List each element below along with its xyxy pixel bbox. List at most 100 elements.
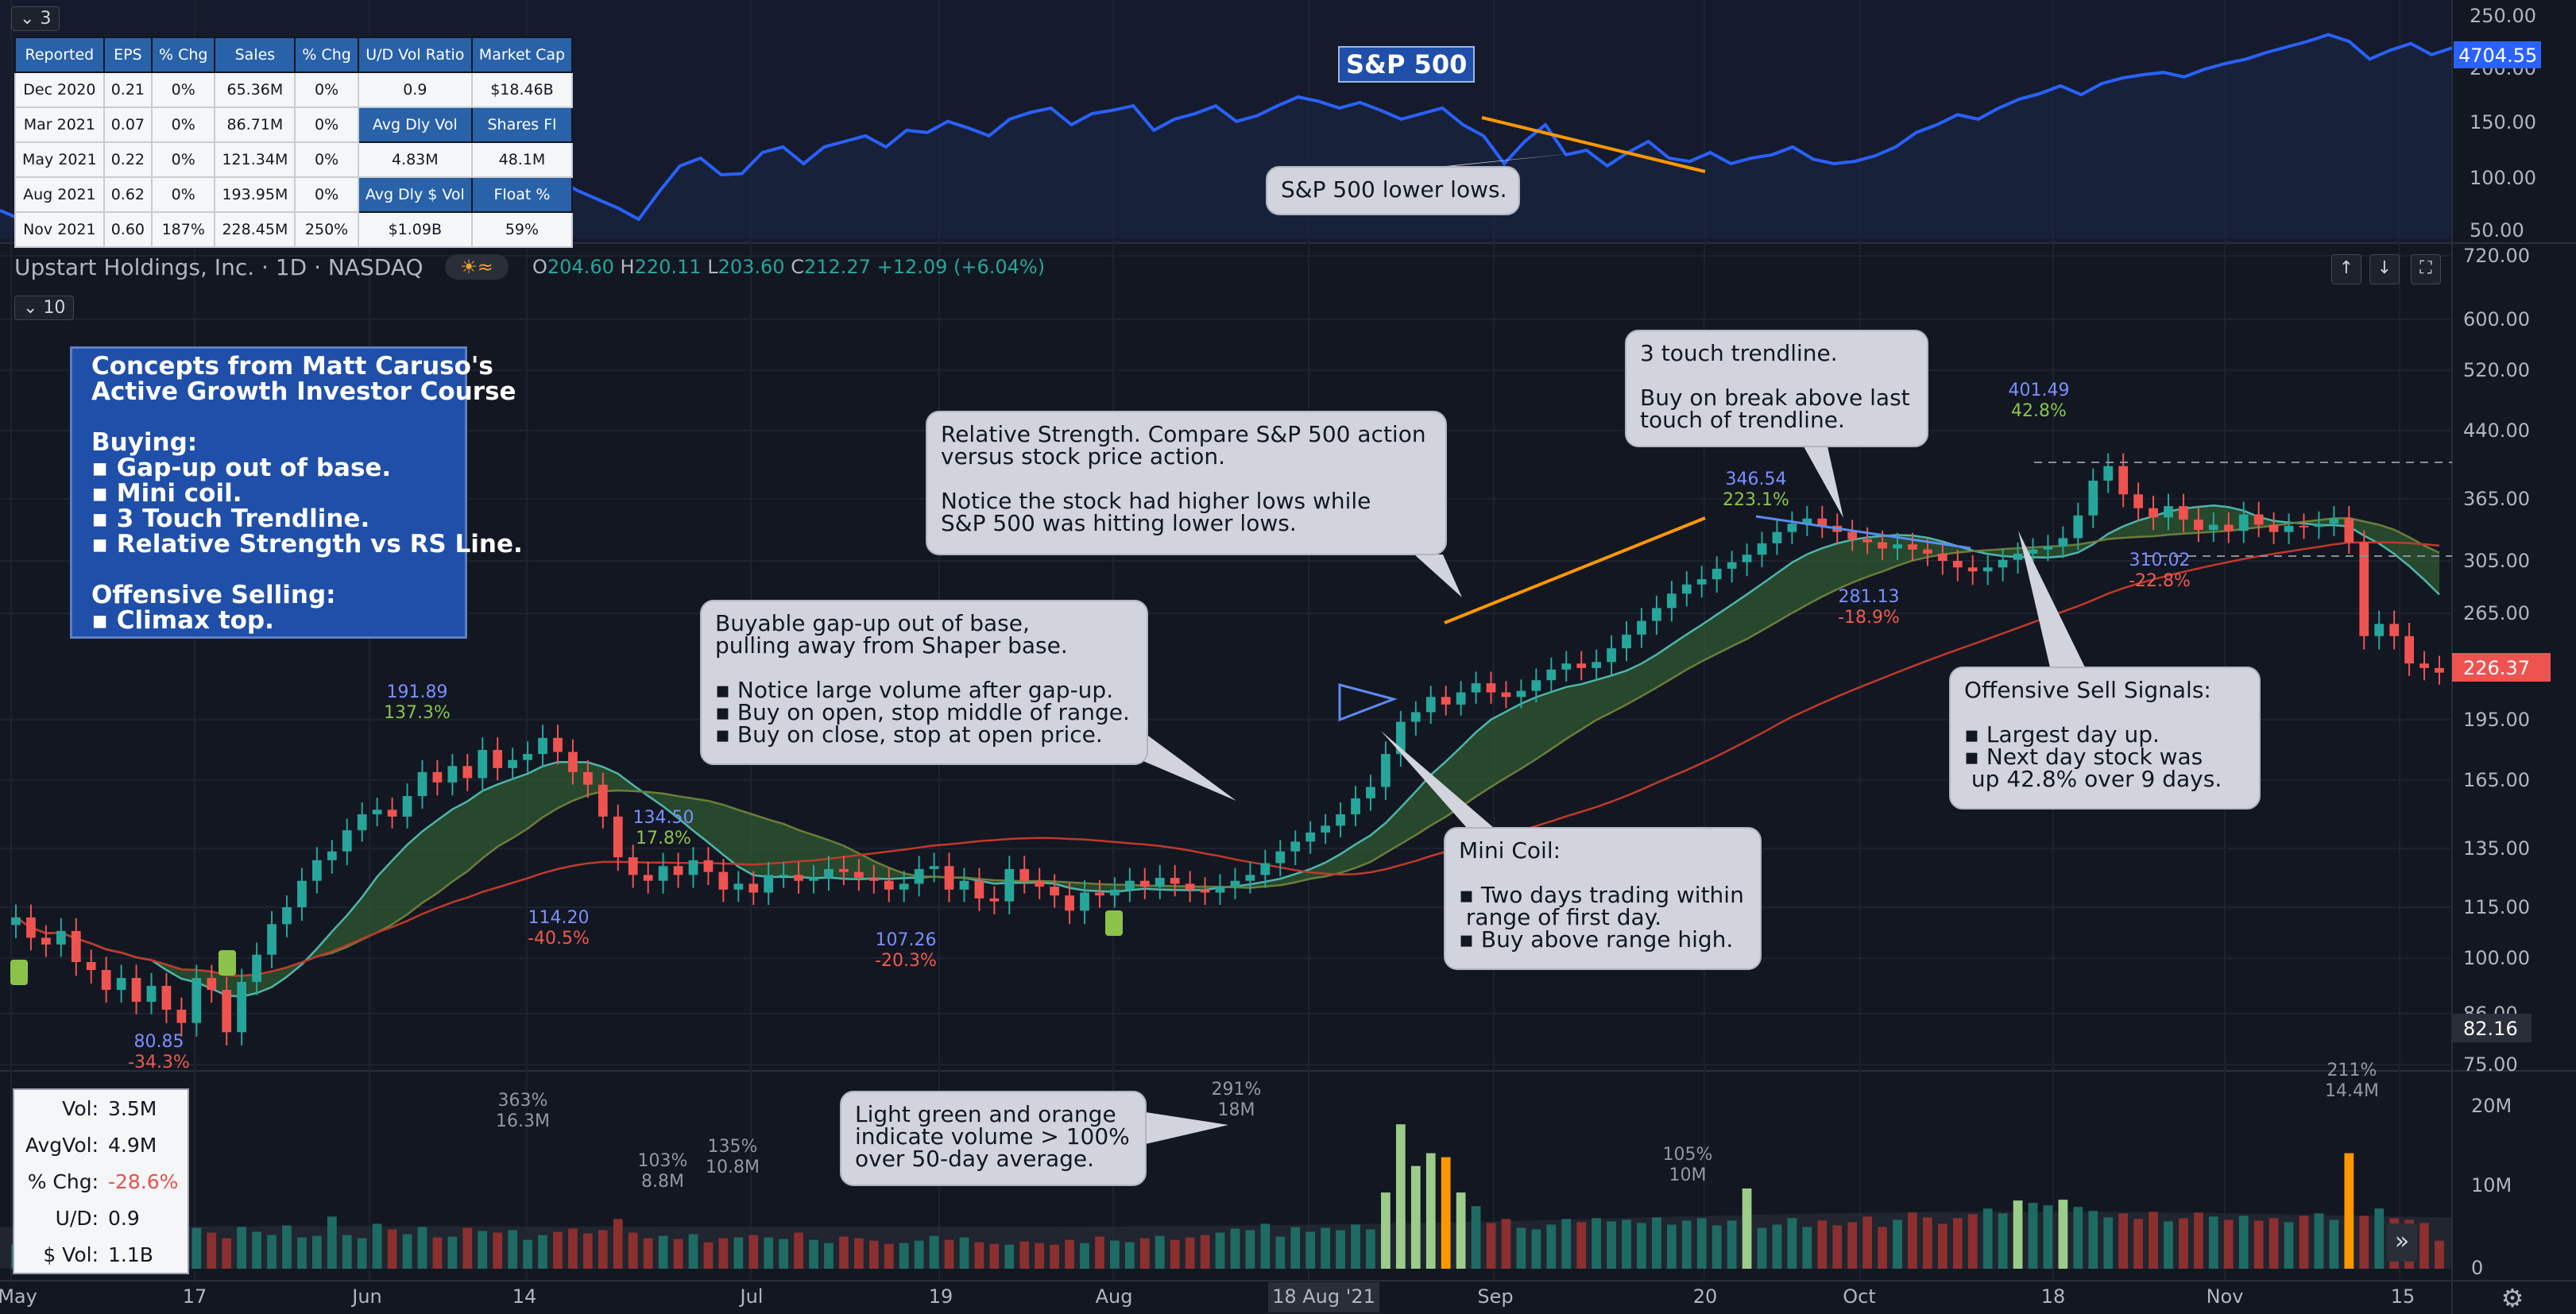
candle [2043, 535, 2053, 562]
volume-bar [2058, 1200, 2068, 1269]
candle-body [748, 883, 759, 893]
last-price-value: 226.37 [2463, 657, 2530, 679]
volume-bar [1937, 1223, 1947, 1269]
session-indicator-icon[interactable]: ☀≈ [445, 254, 509, 280]
fundamentals-cell: Aug 2021 [14, 176, 105, 213]
volume-bar [267, 1235, 277, 1269]
candle [929, 852, 939, 883]
volume-bar [402, 1234, 412, 1269]
volume-bar [1666, 1224, 1677, 1269]
candle-body [176, 1010, 187, 1023]
spx-axis-tick: 100.00 [2470, 167, 2536, 189]
volume-bar [1095, 1236, 1104, 1269]
candle-body [643, 875, 653, 881]
spx-pane-toggle[interactable]: ⌄ 3 [11, 6, 60, 31]
scroll-down-icon[interactable]: ↓ [2369, 254, 2400, 284]
candle-body [2149, 508, 2158, 518]
maximize-pane-icon[interactable]: ⛶ [2411, 254, 2441, 284]
volume-bar [2344, 1153, 2354, 1269]
callout-gap: Buyable gap-up out of base, pulling away … [700, 600, 1236, 801]
candle-body [1321, 825, 1331, 833]
ma-21-line [15, 516, 2440, 977]
candle-body [794, 875, 803, 881]
callout-line: versus stock price action. [941, 443, 1225, 470]
candle [1637, 608, 1646, 648]
candle [131, 964, 141, 1014]
candle-body [207, 978, 217, 990]
candle-body [1290, 841, 1301, 852]
candle-body [1937, 553, 1947, 561]
volume-bar [1305, 1231, 1316, 1269]
volume-pct-label: 291% [1212, 1080, 1262, 1100]
volume-bar [779, 1239, 789, 1269]
candle [899, 871, 909, 902]
fundamentals-header-row: Reported EPS% Chg Sales% Chg U/D Vol Ratio M… [14, 37, 574, 73]
candle-body [1696, 579, 1707, 585]
candle-body [2284, 525, 2294, 532]
candle-body [1772, 531, 1782, 543]
candle [959, 868, 969, 902]
candle [1425, 686, 1436, 725]
candle-body [1787, 524, 1797, 532]
stats-panel: Vol: 3.5M AvgVol: 4.9M % Chg: -28.6% U/D: 0.… [13, 1088, 189, 1274]
candle [462, 754, 473, 791]
candle-body [839, 868, 849, 872]
candle-body [327, 851, 337, 860]
candle [146, 972, 157, 1014]
indicators-toggle[interactable]: ⌄ 10 [14, 296, 75, 320]
volume-bar [1501, 1219, 1511, 1269]
candle-body [1215, 887, 1225, 893]
fundamentals-cell: 59% [470, 211, 574, 248]
candle-body [1893, 544, 1902, 549]
candle [372, 798, 382, 827]
candle [1847, 520, 1858, 551]
callout-line: ▪ Notice large volume after gap-up. [715, 677, 1113, 703]
fundamentals-cell: Nov 2021 [14, 211, 105, 248]
candle [1019, 856, 1030, 894]
candle [1366, 775, 1375, 811]
candle-body [131, 978, 141, 1002]
volume-bar [1200, 1235, 1210, 1269]
volume-pct-label: 103% [638, 1151, 688, 1171]
candle [2419, 651, 2429, 681]
candle [2284, 513, 2294, 544]
scroll-right-icon[interactable]: » [2387, 1223, 2417, 1262]
price-axis-tick: 440.00 [2463, 419, 2530, 442]
callout-box [700, 600, 1148, 765]
candle-body [929, 866, 939, 869]
open-value: 204.60 [547, 256, 614, 278]
spx-axis-tick: 150.00 [2470, 111, 2536, 133]
candle [2359, 530, 2369, 650]
volume-pct-label: 135% [708, 1137, 758, 1157]
buy-signal-marker [10, 960, 28, 985]
callout-box [1266, 166, 1520, 215]
volume-bar [1923, 1217, 1932, 1269]
candle [718, 859, 729, 902]
candle [2299, 513, 2309, 539]
candle-body [1124, 880, 1135, 890]
volume-bar [764, 1237, 774, 1269]
candle-body [1592, 662, 1602, 668]
candle [523, 741, 532, 773]
price-axis-tick: 265.00 [2463, 602, 2530, 624]
callout-line: over 50-day average. [855, 1146, 1094, 1172]
last-price-bg [2452, 653, 2551, 682]
x-axis-tick: 14 [512, 1285, 537, 1308]
candle [1035, 868, 1045, 899]
spx-axis-tick: 250.00 [2470, 5, 2536, 27]
scroll-up-icon[interactable]: ↑ [2331, 254, 2361, 284]
volume-bar [2013, 1200, 2023, 1269]
settings-gear-icon[interactable]: ⚙ [2501, 1283, 2524, 1313]
volume-size-label: 10.8M [706, 1157, 760, 1177]
candle-body [1471, 683, 1481, 693]
swing-price-label: 107.26 [876, 930, 937, 950]
candle [2194, 507, 2203, 543]
fundamentals-cell: Shares Fl [470, 106, 574, 143]
candle-body [1366, 786, 1375, 798]
callout-tail [1146, 1112, 1228, 1144]
candle-body [764, 875, 774, 893]
candle-body [673, 866, 683, 875]
candle-body [1095, 892, 1104, 896]
price-axis-tick: 75.00 [2463, 1053, 2518, 1076]
candle-body [1908, 544, 1917, 550]
